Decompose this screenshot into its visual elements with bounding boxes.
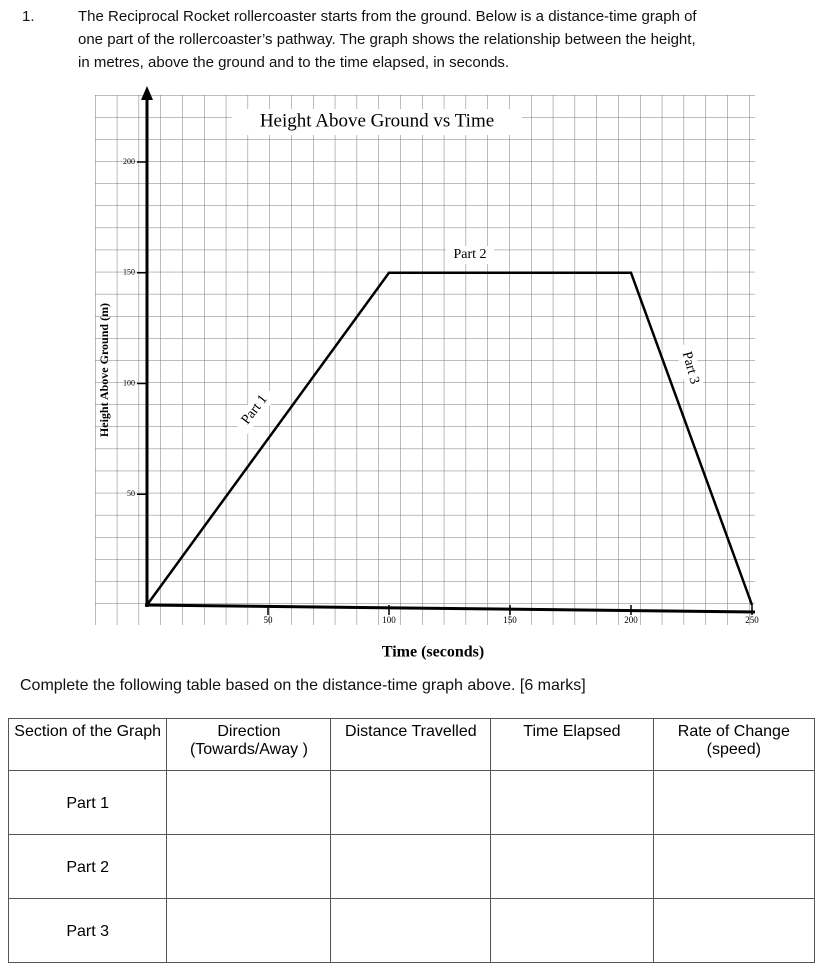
x-tick-label: 200 [624, 615, 638, 625]
x-tick-label: 50 [264, 615, 274, 625]
annotation-bg [233, 385, 277, 435]
x-tick-label: 100 [382, 615, 396, 625]
row-label: Part 3 [7, 898, 168, 963]
answer-cell [490, 834, 654, 899]
x-tick-label: 150 [503, 615, 517, 625]
y-tick-label: 100 [123, 378, 135, 387]
title-bg [232, 109, 522, 135]
chart-title: Height Above Ground vs Time [260, 110, 494, 131]
answer-cell [652, 770, 816, 835]
table-header: Direction (Towards/Away ) [166, 718, 332, 771]
annotation-bg [675, 342, 705, 394]
y-tick-label: 50 [127, 489, 135, 498]
answer-cell [166, 770, 332, 835]
row-label: Part 1 [7, 770, 168, 835]
answer-cell [166, 898, 332, 963]
y-tick-label: 200 [123, 157, 135, 166]
table-header: Distance Travelled [330, 718, 492, 771]
x-axis-label: Time (seconds) [382, 644, 484, 661]
answer-cell [166, 834, 332, 899]
instruction: Complete the following table based on th… [20, 677, 586, 694]
annotation-bg [446, 246, 494, 264]
question-number: 1. [22, 8, 35, 25]
chart: Height Above Ground vs Time Time (second… [95, 86, 759, 661]
y-axis-arrow [141, 86, 153, 100]
question-line: in metres, above the ground and to the t… [78, 54, 510, 71]
table-header: Rate of Change (speed) [652, 718, 816, 771]
row-label: Part 2 [7, 834, 168, 899]
answer-table: Section of the Graph Direction (Towards/A… [7, 718, 816, 963]
data-line [145, 271, 754, 606]
answer-cell [490, 770, 654, 835]
y-tick-label: 150 [123, 268, 135, 277]
answer-cell [330, 898, 492, 963]
table-row: Part 2 [7, 834, 816, 899]
graph-paper [95, 95, 755, 625]
table-row: Part 3 [7, 898, 816, 963]
table-row: Part 1 [7, 770, 816, 835]
question-line: The Reciprocal Rocket rollercoaster star… [78, 8, 697, 25]
table-header: Time Elapsed [490, 718, 654, 771]
question-line: one part of the rollercoaster’s pathway.… [78, 31, 696, 48]
x-axis [144, 603, 756, 614]
answer-cell [330, 770, 492, 835]
x-tick-label: 250 [745, 615, 759, 625]
table-header: Section of the Graph [7, 718, 168, 771]
answer-cell [330, 834, 492, 899]
answer-cell [652, 898, 816, 963]
answer-cell [490, 898, 654, 963]
annotation: Part 2 [453, 247, 486, 262]
y-axis-label: Height Above Ground (m) [97, 303, 111, 437]
answer-cell [652, 834, 816, 899]
